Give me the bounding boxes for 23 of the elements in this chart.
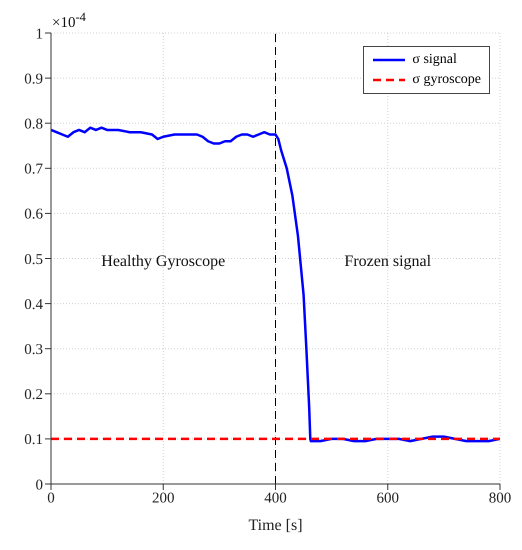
y-tick-label: 0.4	[24, 296, 44, 313]
text: ×10$^{-4}$	[52, 10, 86, 32]
line-series	[51, 126, 500, 442]
y-tick-label: 0.1	[24, 432, 43, 448]
y-tick-label: 0.7	[24, 162, 44, 178]
y-tick-label: 0.2	[24, 387, 43, 404]
legend-label: σ gyroscope	[412, 71, 481, 89]
y-tick-label: 0.3	[24, 342, 43, 358]
y-tick-label: 0.8	[24, 116, 43, 133]
x-tick-label: 400	[264, 490, 287, 507]
x-tick-label: 0	[47, 490, 55, 507]
annotation: Frozen signal	[343, 253, 432, 271]
x-axis-title: Time [s]	[248, 517, 303, 534]
y-tick-label: 0.9	[24, 71, 43, 88]
y-tick-label: 0.5	[24, 252, 43, 268]
annotation: Healthy Gyroscope	[100, 253, 226, 271]
legend-label: σ signal	[412, 51, 457, 69]
x-tick-label: 600	[376, 490, 399, 507]
x-tick-label: 200	[152, 490, 174, 507]
y-tick-label: 0.6	[24, 206, 44, 223]
y-tick-label: 1	[36, 26, 43, 42]
y-tick-label: 0	[36, 477, 43, 494]
x-tick-label: 800	[488, 490, 512, 507]
